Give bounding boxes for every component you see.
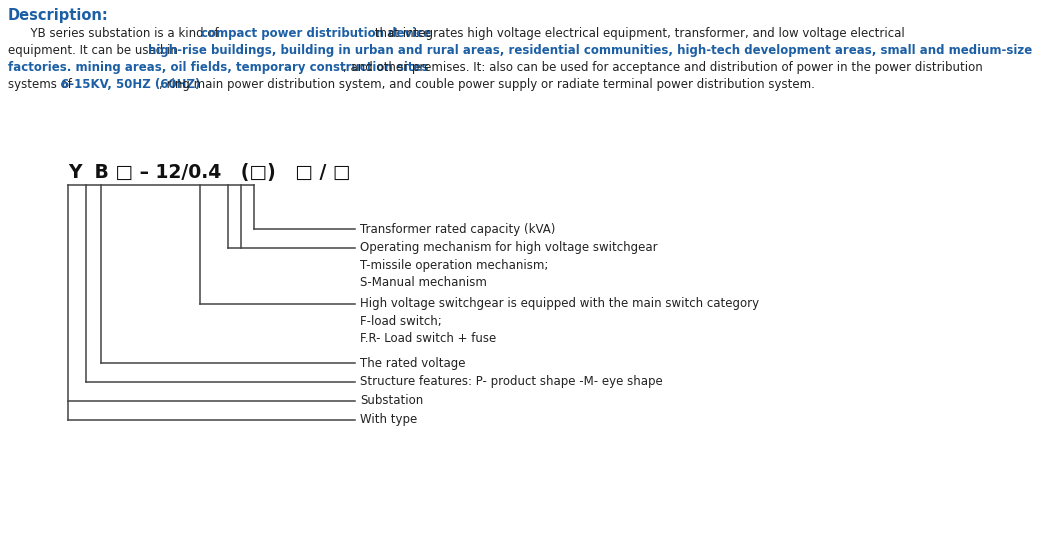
Text: F.R- Load switch + fuse: F.R- Load switch + fuse [360,332,496,344]
Text: high-rise buildings, building in urban and rural areas, residential communities,: high-rise buildings, building in urban a… [147,44,1032,57]
Text: systems of: systems of [8,78,75,91]
Text: YB series substation is a kind of: YB series substation is a kind of [8,27,223,40]
Text: Operating mechanism for high voltage switchgear: Operating mechanism for high voltage swi… [360,241,657,255]
Text: , and other premises. It: also can be used for acceptance and distribution of po: , and other premises. It: also can be us… [342,61,983,74]
Text: equipment. It can be used in: equipment. It can be used in [8,44,181,57]
Text: S-Manual mechanism: S-Manual mechanism [360,277,487,289]
Text: compact power distribution device: compact power distribution device [200,27,431,40]
Text: F-load switch;: F-load switch; [360,315,442,327]
Text: Substation: Substation [360,395,423,407]
Text: T-missile operation mechanism;: T-missile operation mechanism; [360,260,548,272]
Text: , ring main power distribution system, and couble power supply or radiate termin: , ring main power distribution system, a… [159,78,815,91]
Text: Y  B □ – 12/0.4   (□)   □ / □: Y B □ – 12/0.4 (□) □ / □ [68,163,351,182]
Text: factories. mining areas, oil fields, temporary construction sites: factories. mining areas, oil fields, tem… [8,61,428,74]
Text: The rated voltage: The rated voltage [360,357,465,370]
Text: that integrates high voltage electrical equipment, transformer, and low voltage : that integrates high voltage electrical … [371,27,904,40]
Text: High voltage switchgear is equipped with the main switch category: High voltage switchgear is equipped with… [360,297,759,310]
Text: 6-15KV, 50HZ (60HZ): 6-15KV, 50HZ (60HZ) [61,78,200,91]
Text: Description:: Description: [8,8,109,23]
Text: Structure features: P- product shape -M- eye shape: Structure features: P- product shape -M-… [360,375,662,389]
Text: With type: With type [360,413,418,427]
Text: Transformer rated capacity (kVA): Transformer rated capacity (kVA) [360,223,555,235]
